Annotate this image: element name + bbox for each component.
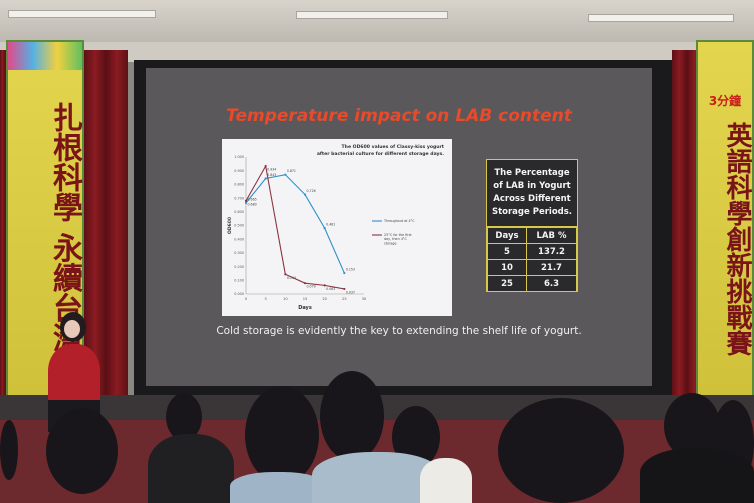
series-line <box>245 174 345 274</box>
y-tick-label: 0.400 <box>234 237 244 241</box>
ceiling-light <box>8 10 156 18</box>
data-label: 0.665 <box>248 197 257 201</box>
ceiling <box>0 0 754 42</box>
line-chart: The OD600 values of Classy-kiss yogurt af… <box>222 139 452 316</box>
x-tick-label: 25 <box>342 297 347 301</box>
data-point <box>343 271 346 275</box>
legend-label: 25°C for the first <box>384 233 412 237</box>
x-axis-label: Days <box>298 305 312 311</box>
table-header-row: Days LAB % <box>487 227 578 244</box>
x-tick-label: 20 <box>322 297 327 301</box>
stage-beam <box>0 42 754 62</box>
y-axis-label: OD600 <box>227 217 233 234</box>
data-label: 0.063 <box>326 287 335 291</box>
x-tick-label: 15 <box>303 297 308 301</box>
data-label: 0.934 <box>267 168 276 172</box>
data-point <box>323 284 326 287</box>
legend-label: Throughout at 4°C <box>383 219 415 223</box>
y-tick-label: 0.200 <box>234 265 244 269</box>
chart-title: The OD600 values of Classy-kiss yogurt <box>342 144 445 150</box>
table-row: 25 6.3 <box>487 275 578 292</box>
table-cell: 10 <box>487 259 527 276</box>
audience-head <box>320 371 384 461</box>
presenter-sweater <box>48 344 100 404</box>
table-heading: The Percentage of LAB in Yogurt Across D… <box>487 160 577 227</box>
y-tick-label: 0.800 <box>234 183 244 187</box>
slide-title: Temperature impact on LAB content <box>226 106 572 126</box>
data-label: 0.079 <box>307 285 316 289</box>
x-tick-label: 10 <box>283 297 288 301</box>
ceiling-light <box>296 11 448 19</box>
data-point <box>323 227 326 230</box>
audience-shoulders <box>640 448 754 503</box>
right-banner: 3分鐘 英語科學創新挑戰賽 <box>696 40 754 410</box>
table-cell: 137.2 <box>525 243 578 260</box>
y-tick-label: 0.000 <box>234 292 244 296</box>
table-cell: 25 <box>487 275 527 292</box>
table-row: 10 21.7 <box>487 259 578 276</box>
data-label: 0.871 <box>287 169 296 173</box>
data-point <box>264 177 267 180</box>
lab-table: The Percentage of LAB in Yogurt Across D… <box>486 159 578 292</box>
x-tick-label: 30 <box>362 297 367 301</box>
legend-label: day, then 4°C <box>384 237 407 241</box>
y-tick-label: 0.300 <box>234 251 244 255</box>
presenter-face <box>64 320 80 338</box>
y-tick-label: 0.600 <box>234 210 244 214</box>
left-curtain <box>84 50 128 395</box>
table-column-header: Days <box>487 227 527 244</box>
data-point <box>264 164 267 168</box>
audience-shoulders <box>230 472 326 503</box>
series-line <box>245 164 345 290</box>
data-point <box>343 287 346 291</box>
y-tick-label: 0.700 <box>234 196 244 200</box>
table-row: 5 137.2 <box>487 243 578 260</box>
data-point <box>284 273 287 276</box>
y-tick-label: 0.100 <box>234 279 244 283</box>
audience-shoulders <box>420 458 472 503</box>
right-banner-text: 英語科學創新挑戰賽 <box>722 122 752 356</box>
lab-data-table: Days LAB % 5 137.2 10 21.7 25 6.3 <box>487 227 578 292</box>
chart-title: after bacterial culture for different st… <box>317 151 444 157</box>
data-point <box>244 201 248 204</box>
audience-head <box>166 393 202 441</box>
audience-head <box>498 398 624 503</box>
left-banner-text: 扎根科學 永續台灣 <box>47 102 82 353</box>
data-label: 0.144 <box>287 276 296 280</box>
table-column-header: LAB % <box>525 227 578 244</box>
table-cell: 21.7 <box>525 259 578 276</box>
x-tick-label: 5 <box>265 297 267 301</box>
y-tick-label: 0.500 <box>234 224 244 228</box>
ceiling-light <box>588 14 734 22</box>
data-label: 0.680 <box>248 202 257 206</box>
audience-shoulders <box>148 434 234 503</box>
y-tick-label: 0.900 <box>234 169 244 173</box>
data-label: 0.037 <box>346 290 355 294</box>
data-label: 0.481 <box>326 223 335 227</box>
legend-label: storage <box>384 241 397 245</box>
data-point <box>284 173 287 176</box>
audience-head <box>0 420 18 480</box>
y-tick-label: 1.000 <box>234 155 244 159</box>
table-cell: 5 <box>487 243 527 260</box>
right-banner-top: 3分鐘 <box>708 94 742 108</box>
data-point <box>303 193 307 196</box>
left-edge-curtain <box>0 50 10 395</box>
data-label: 0.153 <box>346 268 355 272</box>
data-point <box>303 282 307 285</box>
audience-head <box>46 408 118 494</box>
x-tick-label: 0 <box>245 297 248 301</box>
data-label: 0.843 <box>267 173 276 177</box>
banner-logo-strip <box>8 42 82 70</box>
table-cell: 6.3 <box>525 275 578 292</box>
projection-screen: Temperature impact on LAB content The OD… <box>146 68 652 386</box>
slide-caption: Cold storage is evidently the key to ext… <box>216 325 582 337</box>
chart-svg: The OD600 values of Classy-kiss yogurtaf… <box>227 144 445 311</box>
data-point <box>244 199 248 202</box>
data-label: 0.726 <box>307 189 316 193</box>
audience-head <box>245 386 319 484</box>
